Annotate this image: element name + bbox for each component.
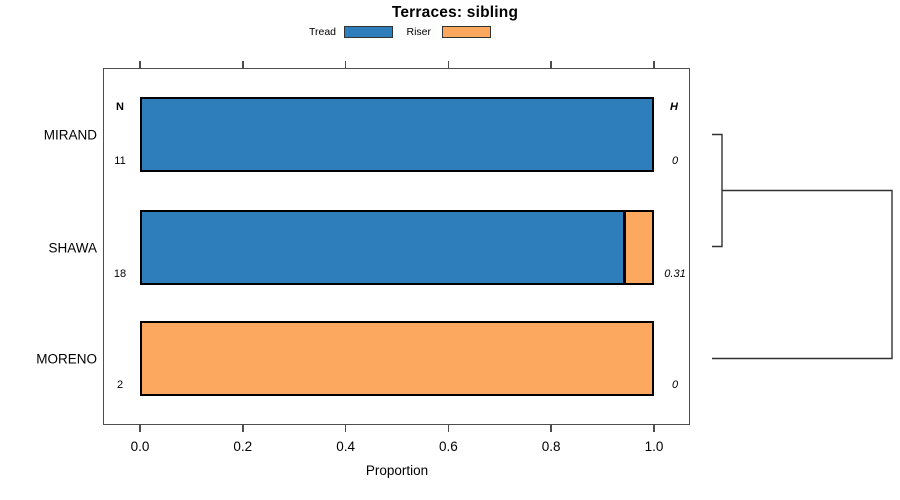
h-value: 0	[671, 155, 679, 167]
x-axis-tick-bottom	[139, 425, 141, 432]
n-value: 11	[114, 155, 126, 167]
bar-segment-riser	[624, 210, 654, 285]
n-value: 2	[116, 379, 124, 391]
plot-area-border	[103, 68, 690, 425]
x-axis-tick-bottom	[653, 425, 655, 432]
x-axis-tick-bottom	[447, 425, 450, 432]
x-axis-label: Proportion	[365, 463, 429, 478]
x-axis-tick-label: 0.4	[336, 439, 355, 454]
bar-segment-tread	[140, 97, 654, 172]
n-value: 18	[113, 268, 127, 280]
n-column-header: N	[116, 101, 124, 113]
x-axis-tick-top	[344, 61, 347, 68]
category-label: MIRAND	[43, 127, 97, 142]
x-axis-tick-bottom	[550, 425, 552, 432]
legend-swatch-riser-icon	[442, 26, 491, 38]
bar-row	[140, 97, 654, 172]
x-axis-tick-bottom	[242, 425, 244, 432]
bar-segment-tread	[140, 210, 626, 285]
bar-row	[140, 321, 654, 396]
x-axis-tick-label: 1.0	[644, 439, 664, 454]
category-label: MORENO	[36, 351, 97, 366]
x-axis-tick-label: 0.0	[130, 439, 150, 454]
x-axis-tick-top	[447, 61, 450, 68]
chart-title: Terraces: sibling	[391, 4, 519, 21]
bar-row	[140, 210, 654, 285]
x-axis-tick-bottom	[344, 425, 347, 432]
legend-label-tread: Tread	[308, 26, 336, 38]
x-axis-tick-label: 0.8	[541, 439, 561, 454]
h-value: 0	[671, 379, 679, 391]
x-axis-tick-top	[242, 61, 244, 68]
x-axis-tick-label: 0.2	[233, 439, 253, 454]
dendrogram-join-cluster-moreno	[712, 189, 893, 360]
h-column-header: H	[670, 101, 678, 113]
bar-segment-riser	[140, 321, 654, 396]
legend-swatch-tread-icon	[344, 26, 393, 38]
x-axis-tick-top	[653, 61, 655, 68]
legend-label-riser: Riser	[406, 26, 431, 38]
dendrogram-join-mirand-shawa	[712, 133, 723, 248]
category-label: SHAWA	[48, 240, 97, 255]
h-value: 0.31	[664, 268, 686, 280]
x-axis-tick-top	[550, 61, 552, 68]
x-axis-tick-label: 0.6	[439, 439, 458, 454]
x-axis-tick-top	[139, 61, 141, 68]
